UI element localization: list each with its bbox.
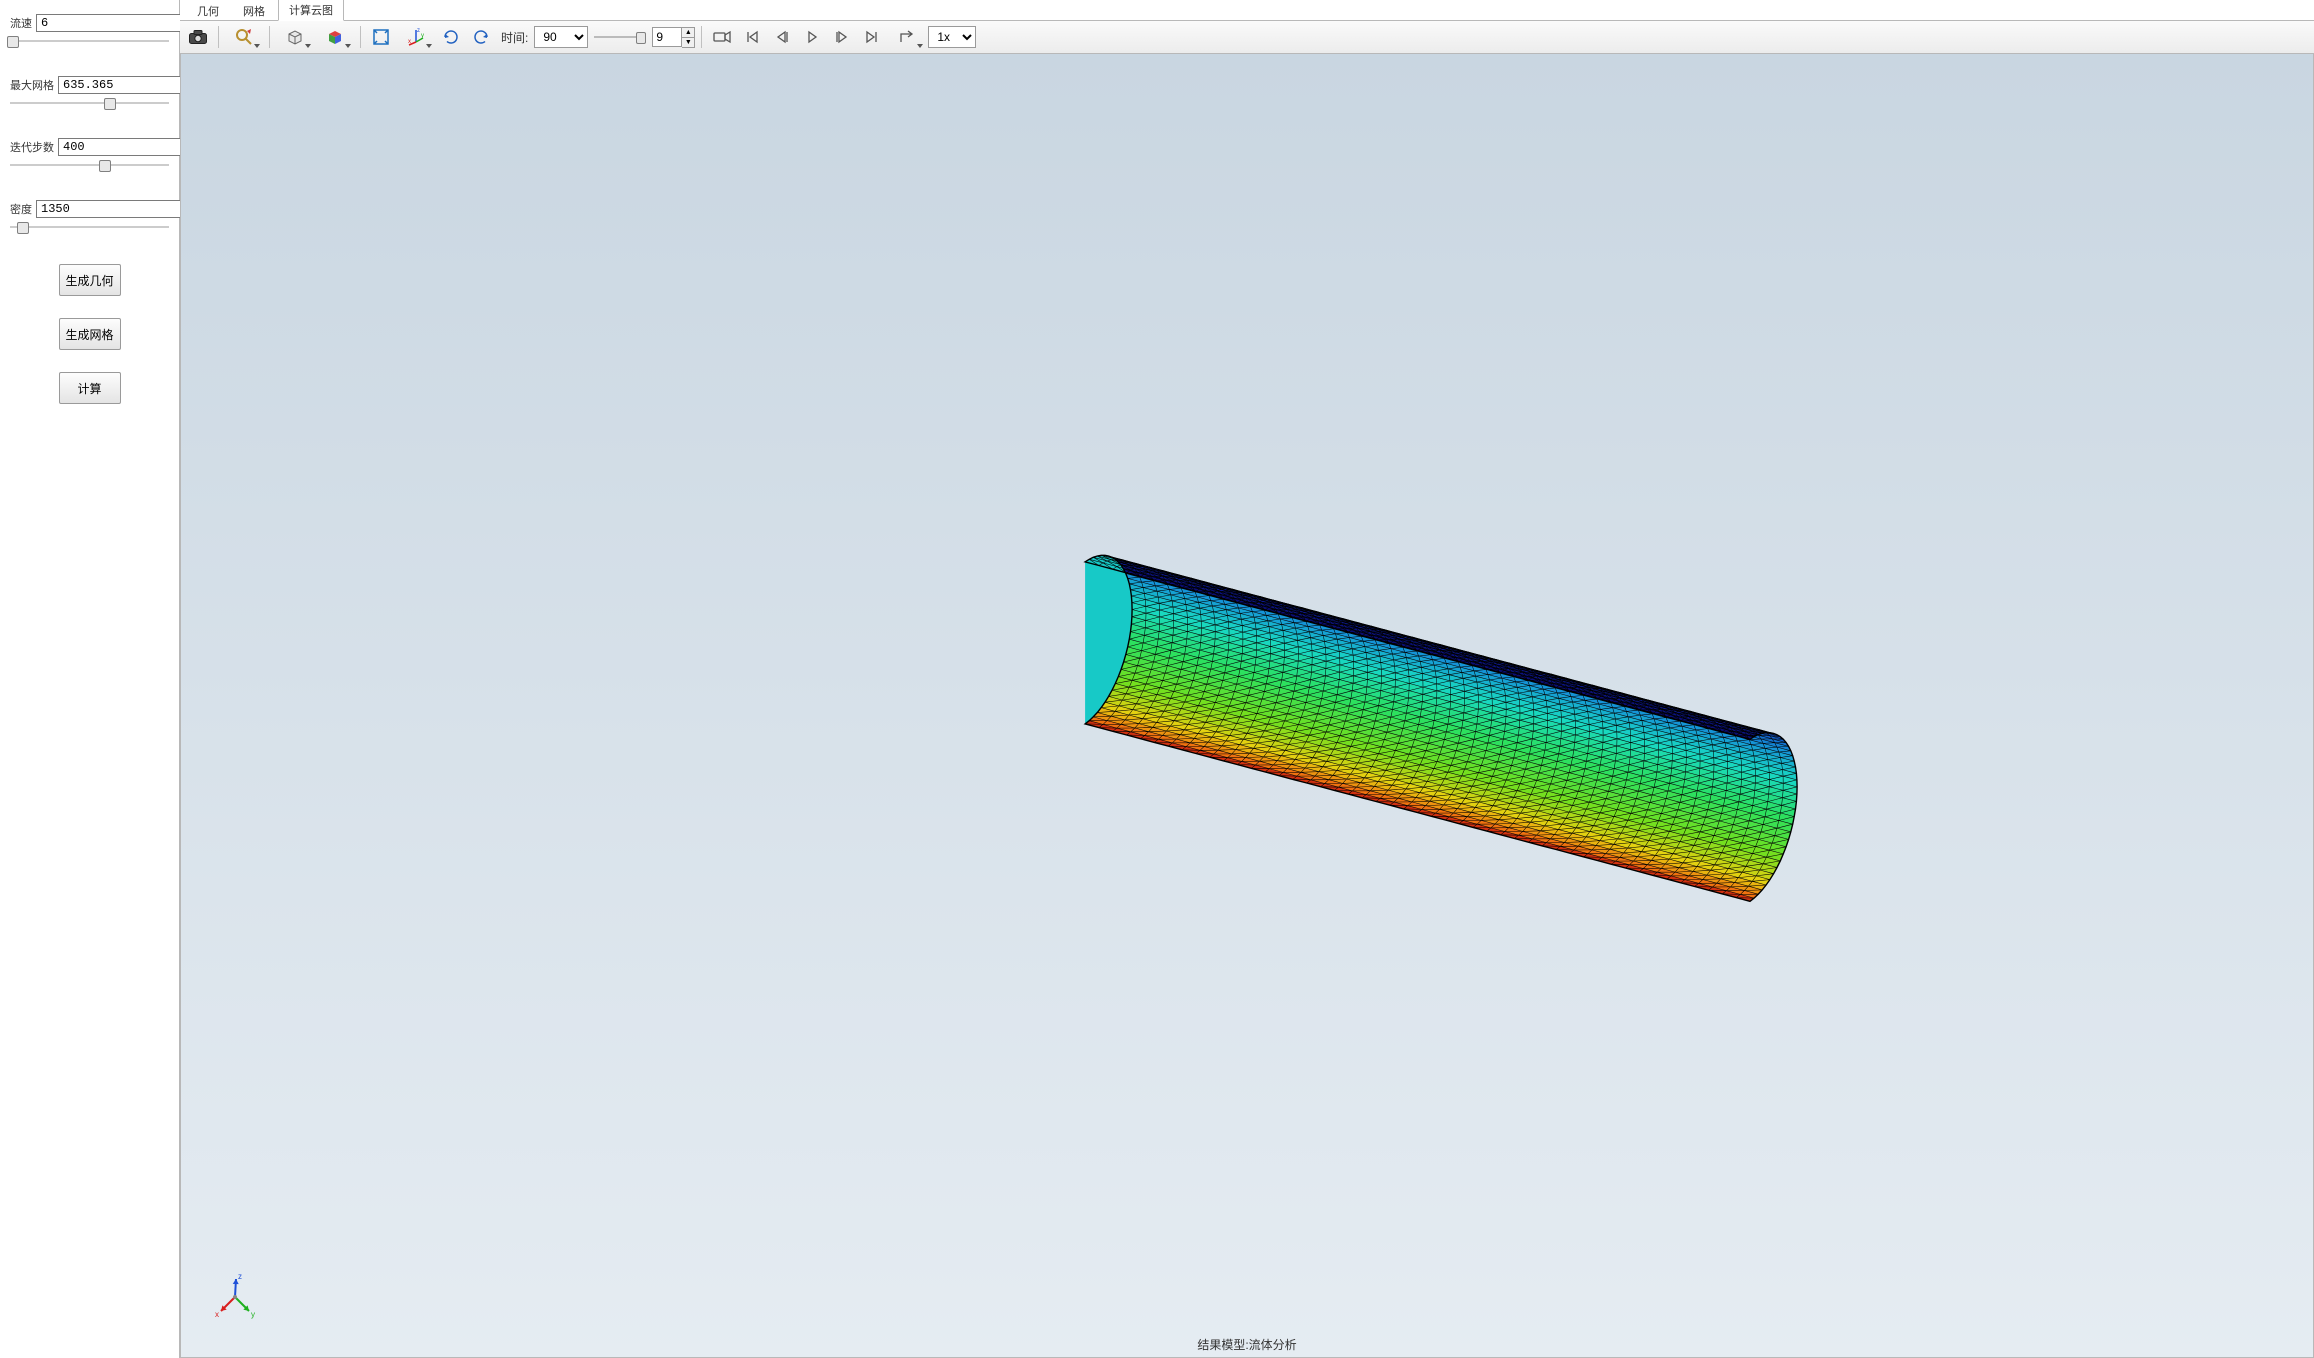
param-label: 最大网格: [10, 77, 54, 93]
param-1: 最大网格: [10, 76, 169, 110]
camera-icon[interactable]: [184, 23, 212, 51]
param-slider[interactable]: [10, 96, 169, 110]
skip-first-icon[interactable]: [738, 23, 766, 51]
frame-spinner[interactable]: ▲▼: [652, 27, 695, 48]
status-text: 结果模型:流体分析: [1197, 1336, 1296, 1353]
time-label: 时间:: [501, 29, 528, 46]
param-2: 迭代步数: [10, 138, 169, 172]
sidebar: 流速最大网格迭代步数密度 生成几何生成网格计算: [0, 0, 180, 1358]
param-input[interactable]: [36, 200, 198, 218]
sidebar-button-1[interactable]: 生成网格: [59, 318, 121, 350]
svg-text:y: y: [251, 1310, 255, 1319]
rotate-ccw-icon[interactable]: [437, 23, 465, 51]
speed-select[interactable]: 1x: [928, 26, 976, 48]
param-label: 流速: [10, 15, 32, 31]
param-input[interactable]: [36, 14, 198, 32]
svg-text:y: y: [421, 33, 424, 39]
video-camera-icon[interactable]: [708, 23, 736, 51]
viewport-3d[interactable]: x y z 结果模型:流体分析: [180, 54, 2314, 1358]
step-forward-icon[interactable]: [828, 23, 856, 51]
param-label: 密度: [10, 201, 32, 217]
param-0: 流速: [10, 14, 169, 48]
time-slider[interactable]: [594, 30, 646, 44]
param-slider[interactable]: [10, 158, 169, 172]
colormap-cube-icon[interactable]: [316, 23, 354, 51]
zoom-search-icon[interactable]: [225, 23, 263, 51]
axis-triad-icon: x y z: [211, 1273, 259, 1321]
axes-toggle-icon[interactable]: zy x: [397, 23, 435, 51]
sidebar-button-2[interactable]: 计算: [59, 372, 121, 404]
tab-2[interactable]: 计算云图: [278, 0, 344, 21]
time-select[interactable]: 90: [534, 26, 588, 48]
param-3: 密度: [10, 200, 169, 234]
svg-text:x: x: [408, 39, 411, 45]
tab-1[interactable]: 网格: [232, 0, 276, 21]
sidebar-button-0[interactable]: 生成几何: [59, 264, 121, 296]
tab-0[interactable]: 几何: [186, 0, 230, 21]
param-label: 迭代步数: [10, 139, 54, 155]
svg-text:x: x: [215, 1310, 219, 1319]
cube-view-icon[interactable]: [276, 23, 314, 51]
toolbar: zy x 时间: 90 ▲▼: [180, 21, 2314, 54]
svg-text:z: z: [238, 1273, 242, 1281]
tab-bar: 几何网格计算云图: [180, 0, 2314, 21]
svg-text:z: z: [417, 28, 420, 34]
step-back-icon[interactable]: [768, 23, 796, 51]
param-slider[interactable]: [10, 220, 169, 234]
rotate-cw-icon[interactable]: [467, 23, 495, 51]
fit-view-icon[interactable]: [367, 23, 395, 51]
skip-last-icon[interactable]: [858, 23, 886, 51]
param-slider[interactable]: [10, 34, 169, 48]
play-icon[interactable]: [798, 23, 826, 51]
loop-mode-icon[interactable]: [888, 23, 926, 51]
